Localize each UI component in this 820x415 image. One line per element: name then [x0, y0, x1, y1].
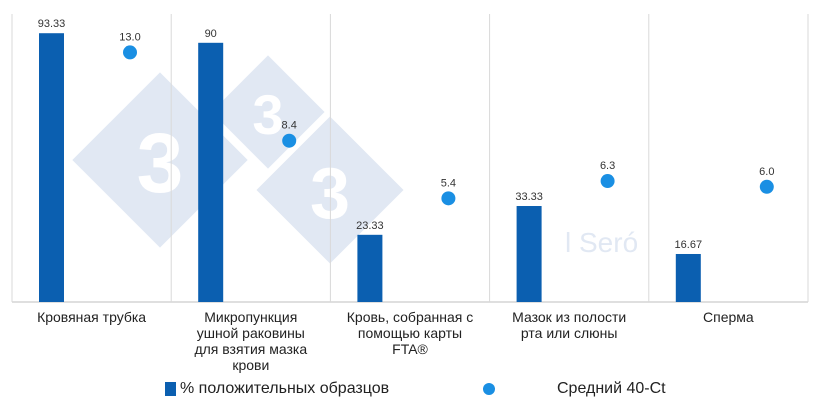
- svg-text:3: 3: [252, 83, 283, 146]
- category-label: Кровяная трубка: [37, 309, 146, 325]
- dot-data-label: 6.3: [600, 160, 615, 172]
- dot-data-labels: 13.0 8.4 5.4 6.3 6.0: [119, 31, 774, 189]
- legend: % положительных образцов Средний 40-Ct: [0, 378, 820, 408]
- legend-dot-label: Средний 40-Ct: [557, 380, 666, 397]
- watermark: 3 3 3 l Seró: [72, 55, 638, 264]
- dot: [282, 133, 297, 148]
- dot-data-label: 13.0: [119, 31, 140, 43]
- dot-data-label: 6.0: [759, 166, 774, 178]
- bar: [516, 206, 542, 302]
- legend-bar-swatch: [165, 382, 176, 396]
- bar-series: [39, 33, 701, 303]
- bar-data-labels: 93.33 90 23.33 33.33 16.67: [38, 18, 702, 251]
- legend-item-dots: Средний 40-Ct: [483, 380, 666, 398]
- category-label: Мазок из полости рта или слюны: [512, 309, 626, 341]
- legend-dot-swatch: [483, 383, 495, 395]
- bar: [198, 42, 224, 303]
- dot: [759, 179, 774, 194]
- svg-text:3: 3: [137, 116, 184, 210]
- category-label-line: Кровяная трубка: [37, 309, 146, 325]
- category-label-line: Кровь, собранная с: [347, 309, 474, 325]
- dot-data-label: 5.4: [441, 177, 456, 189]
- category-label-line: FTA®: [392, 341, 428, 357]
- dot: [600, 174, 615, 189]
- bar-data-label: 23.33: [356, 220, 384, 232]
- category-label: Микропункция ушной раковины для взятия маз…: [194, 309, 307, 373]
- bar-data-label: 16.67: [675, 239, 703, 251]
- bar-data-label: 33.33: [515, 191, 543, 203]
- watermark-text: l Seró: [565, 227, 638, 258]
- category-label: Сперма: [703, 309, 754, 325]
- category-label-line: Мазок из полости: [512, 309, 626, 325]
- category-label-line: для взятия мазка: [194, 341, 307, 357]
- legend-item-bars: % положительных образцов: [165, 380, 389, 398]
- dot-data-label: 8.4: [282, 120, 297, 132]
- bar-data-label: 93.33: [38, 18, 66, 30]
- bar: [675, 253, 701, 302]
- bar: [39, 33, 64, 303]
- category-label-line: крови: [232, 357, 269, 373]
- bar: [357, 234, 383, 302]
- category-labels: Кровяная трубка Микропункция ушной раковин…: [37, 309, 754, 373]
- dot: [441, 191, 456, 206]
- category-label-line: Сперма: [703, 309, 754, 325]
- legend-bar-label: % положительных образцов: [180, 380, 390, 397]
- dot-series: [123, 45, 774, 206]
- category-label-line: помощью карты: [358, 325, 462, 341]
- category-label-line: Микропункция: [204, 309, 297, 325]
- category-label: Кровь, собранная с помощью карты FTA®: [347, 309, 474, 357]
- bar-data-label: 90: [205, 28, 217, 40]
- category-label-line: рта или слюны: [521, 325, 618, 341]
- dot: [123, 45, 137, 60]
- category-label-line: ушной раковины: [197, 325, 305, 341]
- gridlines: [11, 14, 809, 303]
